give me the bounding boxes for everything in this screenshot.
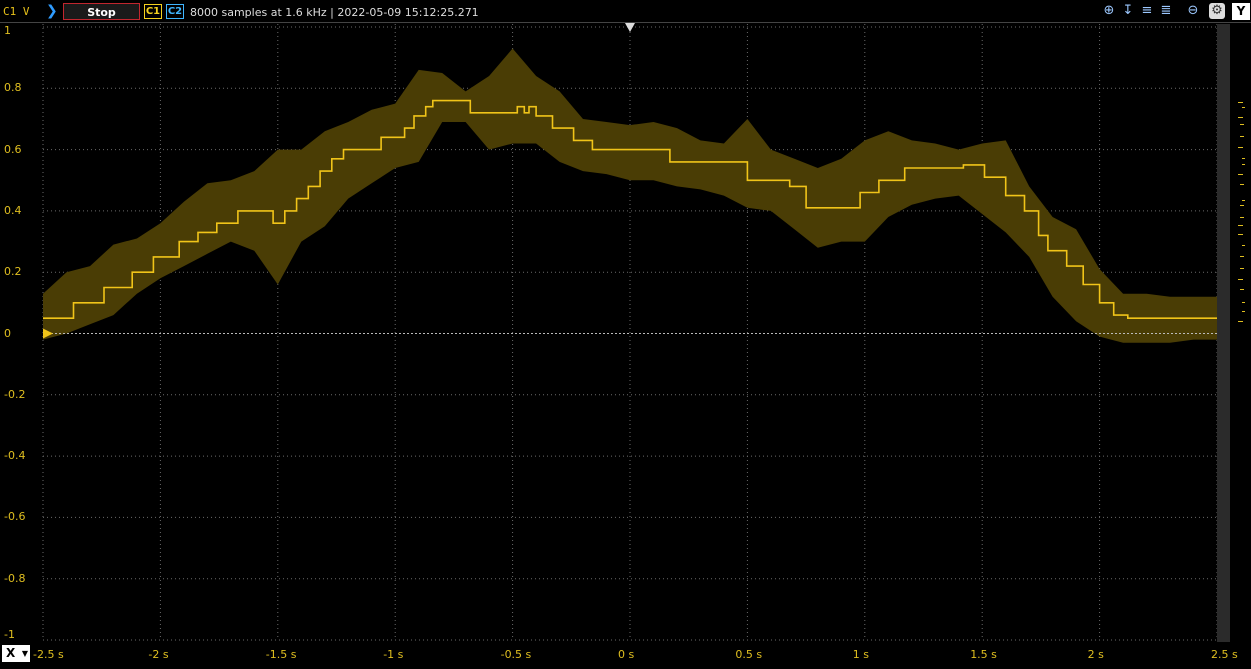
zoom-out-icon[interactable]: ⊖ — [1187, 3, 1199, 18]
y-tick-label: 0.2 — [4, 265, 22, 279]
trigger-position-marker[interactable] — [625, 23, 635, 32]
cursor-x-icon[interactable]: ↧ — [1122, 3, 1134, 18]
y-tick-label: 0 — [4, 326, 11, 340]
cursor-y-icon[interactable]: ≡ — [1141, 3, 1153, 18]
ruler-tick — [1240, 268, 1244, 269]
y-tick-label: 0.8 — [4, 81, 22, 95]
ruler-tick — [1240, 217, 1244, 218]
channel-unit-label: C1 V — [3, 5, 30, 18]
x-tick-label: -1.5 s — [265, 648, 297, 661]
vertical-scrollbar[interactable] — [1217, 24, 1230, 642]
toolbar: C1 V ❯ Stop C1 C2 8000 samples at 1.6 kH… — [0, 0, 1251, 23]
ruler-tick — [1242, 245, 1245, 246]
channel-ruler — [1232, 24, 1251, 642]
y-axis-button[interactable]: Y — [1232, 3, 1250, 20]
x-tick-label: -2.5 s — [33, 648, 64, 661]
y-tick-label: -0.6 — [4, 510, 26, 524]
x-tick-label: 2.5 s — [1211, 648, 1238, 661]
ruler-tick — [1240, 205, 1244, 206]
y-tick-label: -0.8 — [4, 571, 26, 585]
acquisition-status: 8000 samples at 1.6 kHz | 2022-05-09 15:… — [190, 6, 479, 19]
ruler-tick — [1238, 117, 1243, 118]
signal-envelope — [43, 48, 1217, 343]
ruler-tick — [1242, 107, 1245, 108]
y-tick-label: 1 — [4, 24, 11, 37]
ruler-tick — [1242, 302, 1245, 303]
ruler-tick — [1240, 136, 1244, 137]
chevron-down-icon: ▼ — [21, 649, 28, 658]
x-tick-label: 0 s — [618, 648, 635, 661]
ruler-tick — [1242, 164, 1245, 165]
x-tick-label: 0.5 s — [735, 648, 763, 661]
ruler-tick — [1240, 256, 1244, 257]
ruler-tick — [1238, 234, 1243, 235]
y-tick-label: -0.4 — [4, 449, 26, 463]
grid — [42, 24, 1218, 641]
x-tick-label: 1.5 s — [970, 648, 997, 661]
x-tick-label: 2 s — [1087, 648, 1104, 661]
ruler-tick — [1238, 174, 1243, 175]
channel-2-button[interactable]: C2 — [166, 4, 184, 19]
x-tick-label: -1 s — [383, 648, 404, 661]
play-chevron-icon[interactable]: ❯ — [46, 3, 58, 19]
zoom-in-icon[interactable]: ⊕ — [1103, 3, 1115, 18]
x-tick-label: -0.5 s — [500, 648, 532, 661]
x-axis-button[interactable]: X ▼ — [2, 645, 30, 662]
zero-level-marker-left[interactable] — [43, 328, 53, 339]
ruler-tick — [1238, 321, 1243, 322]
ruler-tick — [1238, 147, 1243, 148]
channel-1-button[interactable]: C1 — [144, 4, 162, 19]
ruler-tick — [1238, 102, 1243, 103]
ruler-tick — [1240, 289, 1244, 290]
ruler-tick — [1240, 184, 1244, 185]
x-tick-label: -2 s — [148, 648, 169, 661]
y-tick-label: -1 — [4, 628, 15, 641]
y-tick-label: 0.4 — [4, 203, 22, 217]
ruler-tick — [1242, 200, 1245, 201]
y-tick-label: -0.2 — [4, 387, 26, 401]
ruler-tick — [1238, 279, 1243, 280]
measure-icon[interactable]: ≣ — [1160, 3, 1172, 18]
y-tick-label: 0.6 — [4, 142, 22, 156]
x-axis-button-label: X — [6, 646, 16, 660]
ruler-tick — [1238, 225, 1243, 226]
stop-button[interactable]: Stop — [63, 3, 140, 20]
ruler-tick — [1240, 124, 1244, 125]
signal-trace — [43, 99, 1217, 319]
x-tick-label: 1 s — [852, 648, 870, 661]
ruler-tick — [1242, 311, 1245, 312]
settings-icon[interactable]: ⚙ — [1209, 3, 1225, 19]
ruler-tick — [1242, 158, 1245, 159]
